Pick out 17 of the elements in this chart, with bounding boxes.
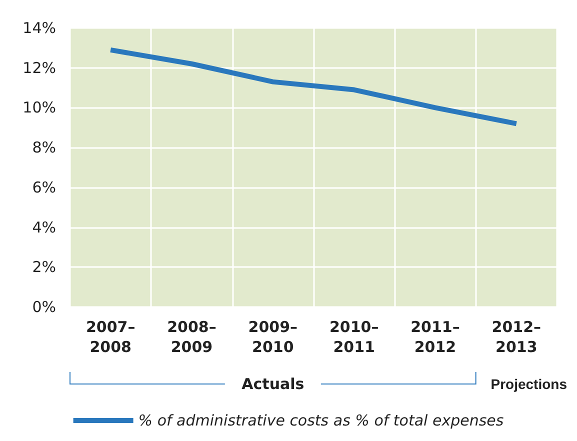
x-tick-label: 2011– 2012 <box>410 318 460 356</box>
text: Projections <box>490 376 568 392</box>
text: Actuals <box>242 375 304 393</box>
y-tick-label: 4% <box>32 218 56 236</box>
x-tick-label: 2010– 2011 <box>329 318 379 356</box>
legend-label: % of administrative costs as % of total expenses <box>138 412 504 430</box>
x-tick-label: 2008– 2009 <box>167 318 216 356</box>
y-tick-label: 8% <box>32 138 56 157</box>
y-tick-label: 14% <box>22 19 56 37</box>
x-tick-label: 2009– 2010 <box>248 318 298 356</box>
y-tick-label: 2% <box>32 258 56 276</box>
x-tick-label: 2012– 2013 <box>492 318 542 356</box>
x-tick-label: 2007– 2008 <box>86 318 136 356</box>
y-tick-label: 6% <box>32 178 56 196</box>
y-tick-label: 10% <box>22 98 56 117</box>
y-tick-label: 12% <box>22 58 56 77</box>
y-tick-label: 0% <box>32 298 56 316</box>
